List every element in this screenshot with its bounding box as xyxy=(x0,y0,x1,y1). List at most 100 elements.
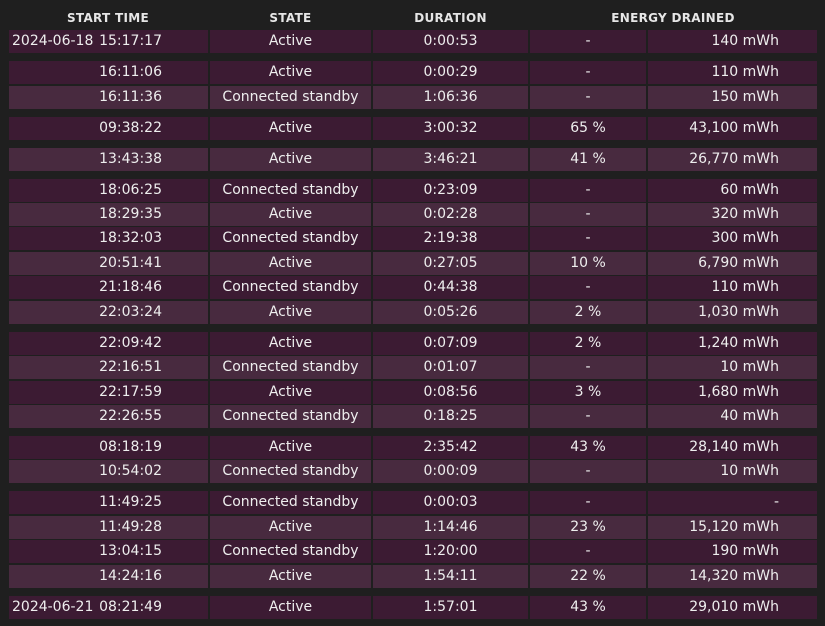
table-row: 14:24:16 Active 1:54:11 22 % 14,320 mWh xyxy=(9,565,817,588)
state-cell: Active xyxy=(210,596,371,619)
start-time-cell: 18:29:35 xyxy=(9,203,208,226)
start-time-cell: 18:06:25 xyxy=(9,179,208,202)
state-cell: Connected standby xyxy=(210,460,371,483)
energy-mwh-cell: 320 mWh xyxy=(648,203,817,226)
start-time: 22:26:55 xyxy=(99,408,162,424)
header-duration: DURATION xyxy=(414,11,487,25)
energy-mwh-cell: 14,320 mWh xyxy=(648,565,817,588)
start-time-cell: 22:03:24 xyxy=(9,301,208,324)
start-time-cell: 22:16:51 xyxy=(9,356,208,379)
duration-cell: 0:02:28 xyxy=(373,203,528,226)
duration-cell: 1:54:11 xyxy=(373,565,528,588)
table-row: 22:17:59 Active 0:08:56 3 % 1,680 mWh xyxy=(9,381,817,404)
table-row: 18:32:03 Connected standby 2:19:38 - 300… xyxy=(9,227,817,250)
start-time-cell: 10:54:02 xyxy=(9,460,208,483)
start-time-cell: 18:32:03 xyxy=(9,227,208,250)
start-time-cell: 16:11:06 xyxy=(9,61,208,84)
state-cell: Active xyxy=(210,30,371,53)
energy-mwh-cell: - xyxy=(648,491,817,514)
duration-cell: 0:00:09 xyxy=(373,460,528,483)
start-time-cell: 22:17:59 xyxy=(9,381,208,404)
start-time: 18:29:35 xyxy=(99,206,162,222)
start-time: 08:21:49 xyxy=(99,599,162,615)
energy-percent-cell: 22 % xyxy=(530,565,646,588)
energy-mwh-cell: 26,770 mWh xyxy=(648,148,817,171)
table-row: 16:11:36 Connected standby 1:06:36 - 150… xyxy=(9,86,817,109)
table-row: 2024-06-21 08:21:49 Active 1:57:01 43 % 2… xyxy=(9,596,817,619)
duration-cell: 1:14:46 xyxy=(373,516,528,539)
start-time-cell: 22:09:42 xyxy=(9,332,208,355)
table-row: 16:11:06 Active 0:00:29 - 110 mWh xyxy=(9,61,817,84)
energy-percent-cell: - xyxy=(530,61,646,84)
energy-percent-cell: - xyxy=(530,460,646,483)
start-time-cell: 2024-06-21 08:21:49 xyxy=(9,596,208,619)
state-cell: Connected standby xyxy=(210,356,371,379)
energy-mwh-cell: 1,240 mWh xyxy=(648,332,817,355)
energy-percent-cell: 43 % xyxy=(530,436,646,459)
energy-mwh-cell: 190 mWh xyxy=(648,540,817,563)
duration-cell: 1:57:01 xyxy=(373,596,528,619)
state-cell: Active xyxy=(210,148,371,171)
start-time-cell: 2024-06-18 15:17:17 xyxy=(9,30,208,53)
table-row: 18:29:35 Active 0:02:28 - 320 mWh xyxy=(9,203,817,226)
energy-mwh-cell: 40 mWh xyxy=(648,405,817,428)
table-row: 11:49:28 Active 1:14:46 23 % 15,120 mWh xyxy=(9,516,817,539)
start-time: 14:24:16 xyxy=(99,568,162,584)
energy-percent-cell: 41 % xyxy=(530,148,646,171)
header-energy-drained: ENERGY DRAINED xyxy=(611,11,735,25)
start-time: 09:38:22 xyxy=(99,120,162,136)
start-time-cell: 21:18:46 xyxy=(9,276,208,299)
start-time: 18:06:25 xyxy=(99,182,162,198)
energy-percent-cell: - xyxy=(530,86,646,109)
duration-cell: 0:07:09 xyxy=(373,332,528,355)
start-date: 2024-06-21 xyxy=(12,599,94,615)
state-cell: Active xyxy=(210,117,371,140)
duration-cell: 0:44:38 xyxy=(373,276,528,299)
state-cell: Active xyxy=(210,252,371,275)
energy-percent-cell: 10 % xyxy=(530,252,646,275)
energy-mwh-cell: 1,680 mWh xyxy=(648,381,817,404)
energy-mwh-cell: 110 mWh xyxy=(648,61,817,84)
energy-mwh-cell: 43,100 mWh xyxy=(648,117,817,140)
state-cell: Active xyxy=(210,436,371,459)
state-cell: Active xyxy=(210,203,371,226)
energy-mwh-cell: 1,030 mWh xyxy=(648,301,817,324)
energy-percent-cell: - xyxy=(530,203,646,226)
start-time: 11:49:25 xyxy=(99,494,162,510)
start-time: 13:04:15 xyxy=(99,543,162,559)
duration-cell: 2:35:42 xyxy=(373,436,528,459)
start-time: 15:17:17 xyxy=(99,33,162,49)
duration-cell: 3:46:21 xyxy=(373,148,528,171)
start-time: 11:49:28 xyxy=(99,519,162,535)
energy-percent-cell: - xyxy=(530,491,646,514)
state-cell: Connected standby xyxy=(210,86,371,109)
start-time: 08:18:19 xyxy=(99,439,162,455)
energy-mwh-cell: 300 mWh xyxy=(648,227,817,250)
start-time: 22:03:24 xyxy=(99,304,162,320)
table-row: 13:43:38 Active 3:46:21 41 % 26,770 mWh xyxy=(9,148,817,171)
start-time-cell: 13:04:15 xyxy=(9,540,208,563)
energy-percent-cell: - xyxy=(530,540,646,563)
duration-cell: 3:00:32 xyxy=(373,117,528,140)
start-time: 16:11:06 xyxy=(99,64,162,80)
state-cell: Active xyxy=(210,565,371,588)
energy-percent-cell: - xyxy=(530,30,646,53)
start-time-cell: 11:49:28 xyxy=(9,516,208,539)
energy-mwh-cell: 140 mWh xyxy=(648,30,817,53)
start-time: 20:51:41 xyxy=(99,255,162,271)
table-row: 21:18:46 Connected standby 0:44:38 - 110… xyxy=(9,276,817,299)
state-cell: Connected standby xyxy=(210,491,371,514)
state-cell: Connected standby xyxy=(210,540,371,563)
duration-cell: 0:00:53 xyxy=(373,30,528,53)
energy-percent-cell: 3 % xyxy=(530,381,646,404)
table-row: 22:09:42 Active 0:07:09 2 % 1,240 mWh xyxy=(9,332,817,355)
energy-percent-cell: 23 % xyxy=(530,516,646,539)
energy-percent-cell: 2 % xyxy=(530,332,646,355)
duration-cell: 0:08:56 xyxy=(373,381,528,404)
start-time-cell: 14:24:16 xyxy=(9,565,208,588)
table-row: 13:04:15 Connected standby 1:20:00 - 190… xyxy=(9,540,817,563)
energy-percent-cell: 65 % xyxy=(530,117,646,140)
duration-cell: 2:19:38 xyxy=(373,227,528,250)
duration-cell: 1:20:00 xyxy=(373,540,528,563)
